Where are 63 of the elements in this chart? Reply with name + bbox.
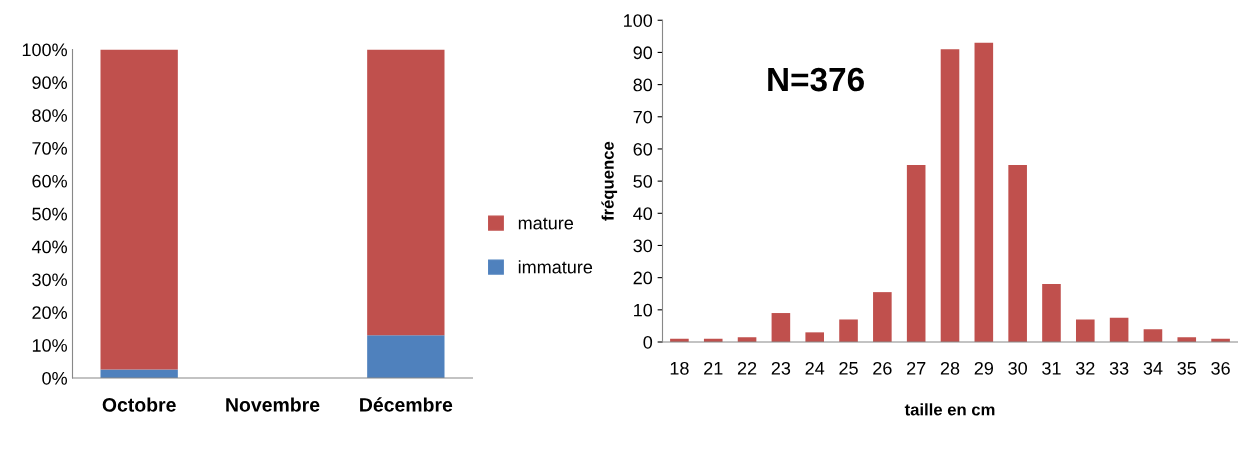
y-tick-label: 60 — [633, 142, 653, 156]
bar — [771, 313, 791, 342]
bar — [1075, 319, 1095, 342]
x-axis-title: taille en cm — [904, 403, 995, 416]
bar — [1008, 165, 1027, 342]
x-tick-label: 22 — [737, 361, 757, 375]
x-tick-label: 18 — [670, 361, 689, 375]
y-tick-label: 0 — [643, 335, 653, 349]
y-tick-label: 80 — [633, 78, 653, 92]
y-tick-label: 50% — [32, 207, 67, 221]
y-tick-label: 80% — [32, 109, 67, 122]
legend-label: immature — [518, 260, 593, 274]
y-tick-label: 100 — [624, 14, 653, 27]
legend-label: mature — [518, 217, 574, 230]
annotation: N=376 — [768, 67, 864, 92]
y-tick-label: 90% — [32, 76, 67, 90]
y-tick-label: 70% — [32, 141, 67, 155]
x-tick-label: 28 — [940, 361, 960, 375]
y-tick-label: 20% — [32, 306, 67, 320]
bar — [1143, 329, 1163, 342]
x-tick-label: 33 — [1109, 361, 1129, 375]
y-tick-label: 50 — [633, 175, 653, 188]
y-tick-label: 40% — [31, 240, 67, 254]
bar — [367, 335, 445, 378]
bar — [100, 369, 178, 378]
y-axis-title: fréquence — [601, 141, 618, 221]
y-tick-label: 100% — [22, 43, 67, 57]
y-tick-label: 60% — [32, 174, 67, 188]
x-tick-label: 30 — [1008, 361, 1027, 375]
x-tick-label: 26 — [873, 361, 892, 375]
x-tick-label: 36 — [1211, 361, 1230, 375]
bar — [805, 332, 825, 342]
y-tick-label: 30% — [32, 273, 67, 287]
bar — [873, 292, 892, 342]
y-tick-label: 10% — [32, 339, 67, 352]
x-tick-label: Octobre — [102, 397, 176, 412]
y-tick-label: 10 — [634, 303, 653, 317]
bar — [100, 49, 178, 370]
bar — [1109, 317, 1129, 342]
bar — [974, 42, 994, 342]
y-tick-label: 0% — [42, 371, 67, 385]
bar — [1042, 284, 1061, 342]
x-tick-label: 32 — [1075, 361, 1095, 375]
y-tick-label: 70 — [633, 110, 653, 124]
x-tick-label: 23 — [771, 361, 791, 375]
bar — [940, 49, 960, 342]
x-tick-label: 24 — [805, 361, 825, 375]
y-tick-label: 20 — [633, 271, 653, 285]
x-tick-label: Décembre — [360, 397, 453, 412]
x-tick-label: 35 — [1177, 361, 1197, 375]
x-tick-label: 27 — [907, 361, 926, 375]
x-tick-label: Novembre — [226, 397, 320, 412]
x-tick-label: 25 — [839, 361, 858, 375]
bar — [906, 165, 926, 342]
x-tick-label: 34 — [1143, 361, 1163, 375]
y-tick-label: 40 — [633, 207, 653, 221]
x-tick-label: 21 — [704, 361, 723, 375]
y-tick-label: 90 — [633, 46, 653, 60]
bar — [839, 319, 858, 342]
bar — [367, 49, 445, 336]
y-tick-label: 30 — [633, 239, 653, 253]
x-tick-label: 29 — [974, 361, 994, 375]
x-tick-label: 31 — [1042, 361, 1061, 375]
